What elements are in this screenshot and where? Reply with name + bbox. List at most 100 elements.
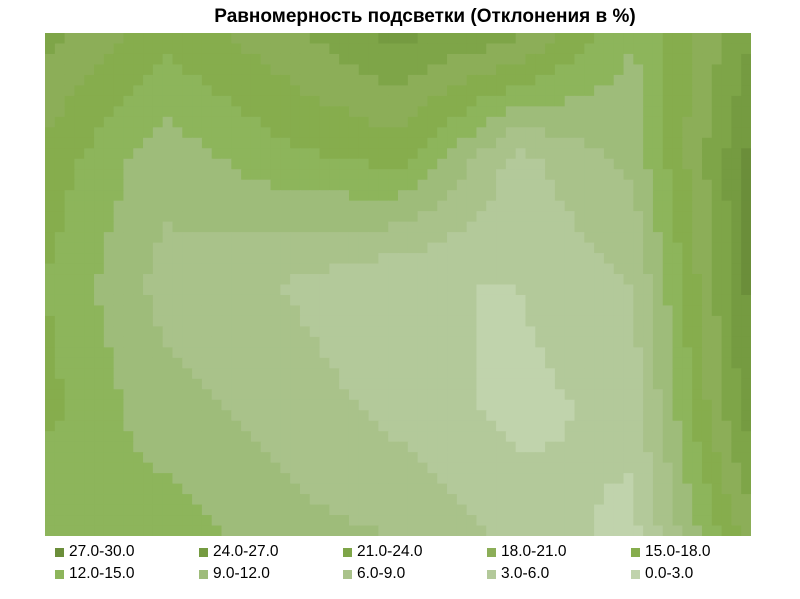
contour-cell — [721, 116, 732, 128]
contour-cell — [221, 253, 232, 265]
contour-cell — [162, 221, 174, 233]
contour-cell — [94, 462, 105, 474]
contour-cell — [721, 305, 732, 317]
contour-cell — [133, 410, 144, 422]
contour-cell — [427, 441, 438, 453]
contour-cell — [652, 462, 664, 474]
contour-cell — [545, 200, 556, 212]
contour-cell — [64, 368, 76, 380]
contour-cell — [564, 494, 576, 506]
contour-cell — [368, 179, 379, 191]
contour-cell — [594, 420, 605, 432]
contour-cell — [447, 64, 458, 76]
contour-cell — [182, 347, 193, 359]
contour-cell — [711, 431, 723, 443]
contour-cell — [152, 148, 164, 160]
contour-cell — [486, 43, 497, 55]
contour-cell — [270, 64, 281, 76]
contour-cell — [456, 106, 468, 118]
contour-cell — [427, 274, 438, 286]
contour-cell — [407, 347, 419, 359]
contour-cell — [290, 253, 301, 265]
contour-cell — [319, 452, 330, 464]
contour-cell — [339, 200, 350, 212]
contour-cell — [54, 315, 66, 328]
contour-cell — [270, 315, 281, 328]
contour-cell — [329, 494, 340, 506]
contour-cell — [398, 179, 409, 191]
contour-cell — [672, 169, 683, 181]
contour-cell — [280, 525, 291, 536]
contour-cell — [682, 64, 693, 76]
contour-cell — [280, 106, 291, 118]
contour-cell — [447, 106, 458, 118]
contour-cell — [319, 148, 330, 160]
contour-cell — [113, 148, 125, 160]
contour-cell — [201, 242, 213, 254]
contour-cell — [398, 200, 409, 212]
contour-cell — [437, 211, 448, 223]
contour-cell — [682, 420, 693, 432]
contour-cell — [731, 85, 742, 97]
contour-cell — [388, 158, 399, 170]
contour-cell — [682, 494, 693, 506]
contour-cell — [329, 294, 340, 307]
contour-cell — [633, 378, 644, 390]
contour-cell — [741, 179, 751, 191]
contour-cell — [103, 515, 115, 527]
contour-cell — [427, 148, 438, 160]
contour-cell — [152, 305, 164, 317]
contour-cell — [260, 368, 272, 380]
contour-cell — [84, 263, 95, 275]
contour-cell — [319, 294, 330, 307]
contour-cell — [721, 399, 732, 411]
contour-cell — [623, 294, 634, 307]
contour-cell — [682, 473, 693, 485]
contour-cell — [221, 410, 232, 422]
contour-cell — [447, 95, 458, 107]
contour-cell — [515, 441, 527, 453]
contour-cell — [74, 221, 85, 233]
contour-cell — [329, 53, 340, 66]
contour-cell — [143, 452, 154, 464]
contour-cell — [143, 221, 154, 233]
contour-cell — [613, 410, 625, 422]
contour-cell — [221, 399, 232, 411]
contour-cell — [84, 137, 95, 149]
contour-cell — [682, 431, 693, 443]
contour-cell — [358, 253, 370, 265]
contour-cell — [54, 284, 66, 296]
contour-cell — [466, 284, 478, 296]
contour-cell — [94, 85, 105, 97]
contour-cell — [309, 85, 321, 97]
contour-cell — [456, 368, 468, 380]
contour-cell — [299, 504, 311, 516]
contour-cell — [358, 106, 370, 118]
contour-cell — [486, 410, 497, 422]
contour-cell — [162, 232, 174, 244]
contour-cell — [711, 420, 723, 432]
contour-cell — [113, 232, 125, 244]
contour-cell — [564, 221, 576, 233]
contour-cell — [652, 74, 664, 86]
contour-cell — [662, 85, 674, 97]
contour-cell — [388, 64, 399, 76]
contour-cell — [407, 473, 419, 485]
contour-cell — [241, 504, 252, 516]
contour-cell — [486, 420, 497, 432]
contour-cell — [348, 169, 360, 181]
contour-cell — [192, 494, 203, 506]
contour-cell — [633, 232, 644, 244]
contour-cell — [672, 263, 683, 275]
contour-cell — [447, 399, 458, 411]
contour-cell — [672, 116, 683, 128]
contour-cell — [525, 211, 536, 223]
contour-cell — [496, 410, 507, 422]
contour-cell — [358, 127, 370, 139]
contour-cell — [103, 399, 115, 411]
contour-cell — [652, 326, 664, 338]
contour-cell — [407, 357, 419, 369]
contour-cell — [427, 221, 438, 233]
contour-cell — [143, 441, 154, 453]
contour-cell — [201, 190, 213, 202]
